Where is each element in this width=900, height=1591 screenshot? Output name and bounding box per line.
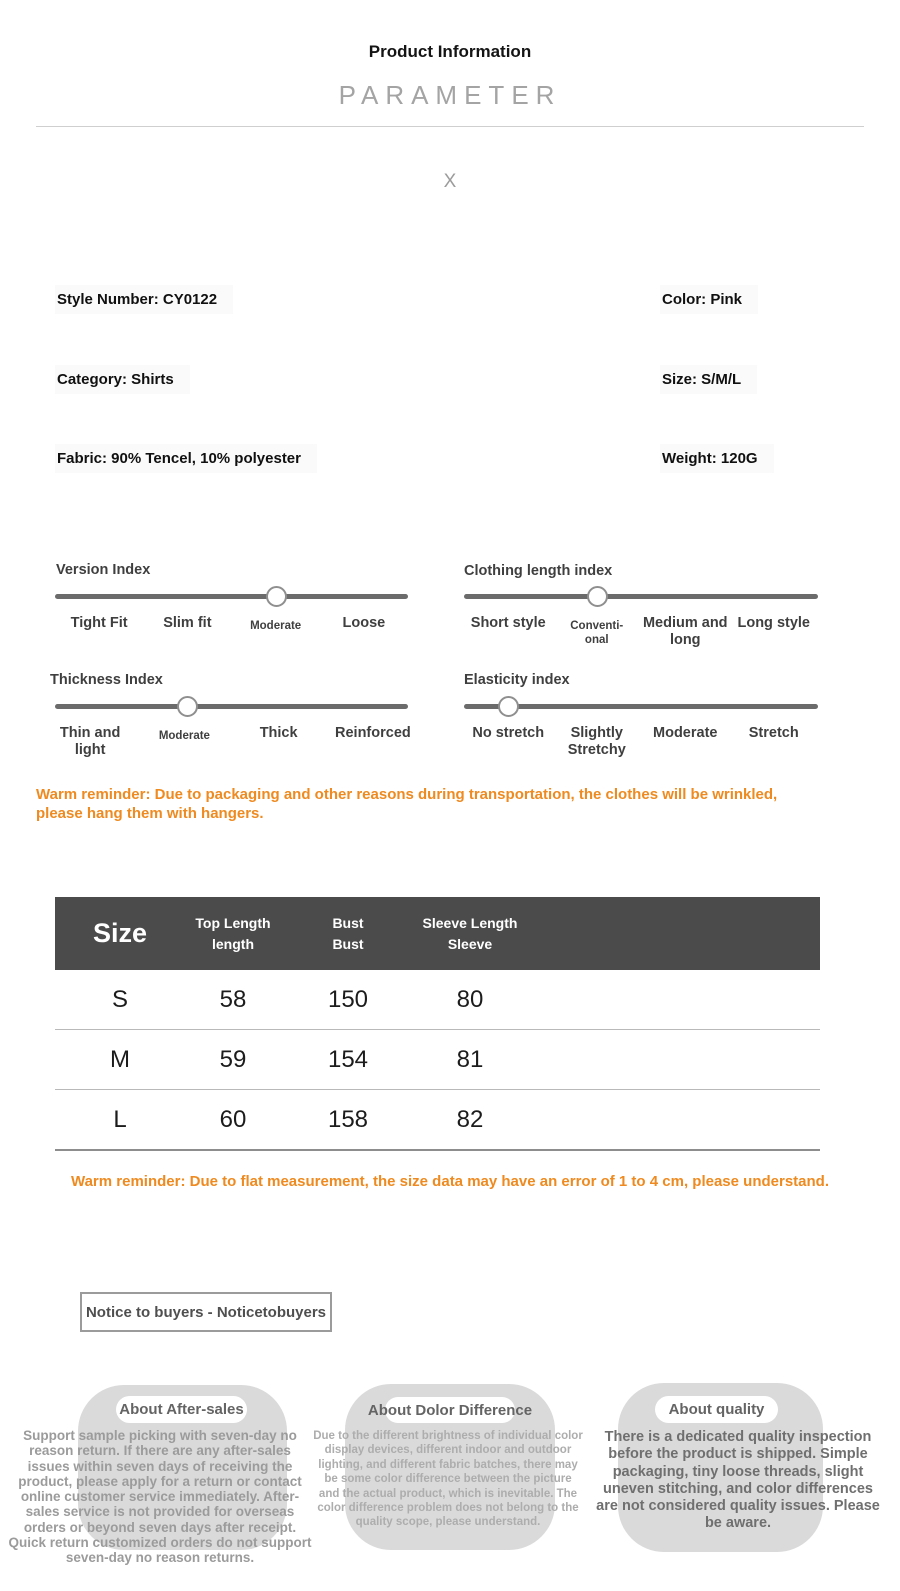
length-label-long: Long style (737, 615, 810, 631)
elasticity-label-stretch: Stretch (748, 725, 799, 741)
page-subtitle: PARAMETER (338, 80, 562, 110)
notice-to-buyers-box: Notice to buyers - Noticetobuyers (80, 1292, 332, 1332)
separator-x-mark: X (443, 171, 457, 192)
detail-weight: Weight: 120G (660, 444, 774, 473)
length-label-conventional: Conventi- onal (570, 620, 624, 647)
thickness-label-moderate: Moderate (158, 730, 210, 742)
thickness-index-slider (55, 696, 408, 717)
thickness-index-labels: Thin and light Moderate Thick Reinforced (43, 725, 420, 760)
warm-reminder-transport: Warm reminder: Due to packaging and othe… (36, 786, 778, 822)
detail-size: Size: S/M/L (660, 365, 758, 394)
version-index-knob[interactable] (265, 586, 287, 607)
version-label-slim-fit: Slim fit (163, 615, 212, 631)
table-row-m: M 59 154 81 (55, 1030, 820, 1090)
detail-fabric: Fabric: 90% Tencel, 10% polyester (55, 444, 317, 473)
thickness-label-thin: Thin and light (59, 725, 121, 759)
color-difference-body: Due to the different brightness of indiv… (313, 1430, 583, 1529)
elasticity-index-title: Elasticity index (464, 672, 570, 688)
version-index-title: Version Index (56, 562, 151, 578)
table-row-l: L 60 158 82 (55, 1090, 820, 1151)
clothing-length-title: Clothing length index (464, 563, 613, 579)
detail-category: Category: Shirts (55, 365, 190, 394)
after-sales-title-pill: About After-sales (116, 1396, 247, 1423)
elasticity-label-slightly: Slightly Stretchy (567, 725, 626, 759)
header-divider (36, 126, 864, 127)
version-index-slider (55, 586, 408, 607)
header-bust: Bust Bust (332, 915, 364, 952)
version-label-loose: Loose (342, 615, 386, 631)
elasticity-index-labels: No stretch Slightly Stretchy Moderate St… (464, 725, 818, 760)
version-index-labels: Tight Fit Slim fit Moderate Loose (55, 615, 408, 633)
elasticity-label-moderate: Moderate (653, 725, 718, 741)
page-title: Product Information (368, 42, 532, 61)
length-label-medium: Medium and long (642, 615, 728, 649)
elasticity-index-slider (464, 696, 818, 717)
clothing-length-labels: Short style Conventi- onal Medium and lo… (464, 615, 818, 650)
clothing-length-knob[interactable] (586, 586, 608, 607)
thickness-label-thick: Thick (259, 725, 298, 741)
thickness-index-knob[interactable] (177, 696, 199, 717)
elasticity-index-knob[interactable] (498, 696, 520, 717)
thickness-index-title: Thickness Index (50, 672, 163, 688)
quality-title: About quality (668, 1401, 765, 1418)
thickness-label-reinforced: Reinforced (335, 725, 411, 741)
version-label-tight-fit: Tight Fit (70, 615, 128, 631)
size-table: Size Top Length length Bust Bust Sleeve … (55, 897, 820, 1151)
color-difference-title: About Dolor Difference (367, 1401, 533, 1419)
length-label-short: Short style (470, 615, 546, 631)
version-label-moderate: Moderate (250, 620, 302, 632)
detail-style-number: Style Number: CY0122 (55, 285, 234, 314)
color-difference-title-pill: About Dolor Difference (368, 1397, 532, 1423)
clothing-length-slider (464, 586, 818, 607)
header-sleeve-length: Sleeve Length Sleeve (422, 915, 518, 952)
warm-reminder-measurement: Warm reminder: Due to flat measurement, … (70, 1173, 829, 1190)
quality-body: There is a dedicated quality inspection … (596, 1429, 880, 1532)
table-row-s: S 58 150 80 (55, 970, 820, 1030)
after-sales-title: About After-sales (119, 1401, 244, 1418)
header-size: Size (92, 917, 148, 948)
header-top-length: Top Length length (195, 915, 271, 952)
size-table-header: Size Top Length length Bust Bust Sleeve … (55, 897, 820, 970)
notice-to-buyers-label: Notice to buyers - Noticetobuyers (85, 1303, 327, 1321)
quality-title-pill: About quality (655, 1396, 778, 1423)
elasticity-label-no-stretch: No stretch (472, 725, 545, 741)
detail-color: Color: Pink (660, 285, 759, 314)
after-sales-body: Support sample picking with seven-day no… (8, 1428, 312, 1566)
